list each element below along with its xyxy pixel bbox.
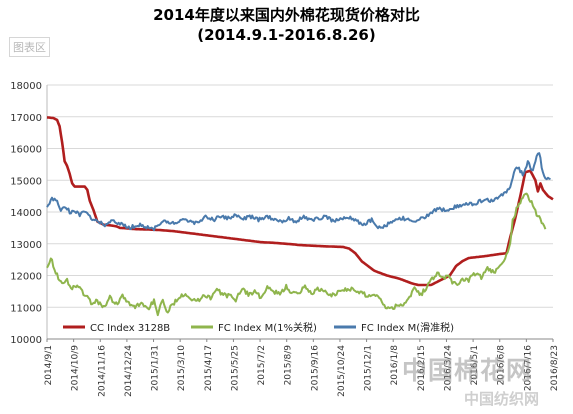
legend-label: CC Index 3128B xyxy=(90,323,170,334)
x-tick-label: 2015/4/17 xyxy=(204,345,214,391)
x-tick-label: 2015/10/24 xyxy=(337,345,347,397)
x-tick-label: 2015/5/25 xyxy=(230,345,240,391)
x-tick-label: 2014/12/24 xyxy=(124,345,134,397)
watermark-badge: 图表区 xyxy=(9,37,50,57)
legend: CC Index 3128B FC Index M(1%关税) FC Index M… xyxy=(63,321,454,334)
x-tick-label: 2015/9/16 xyxy=(310,345,320,391)
watermark-logo: 中国棉花网 xyxy=(402,356,533,385)
chart-subtitle: (2014.9.1-2016.8.26) xyxy=(197,26,376,44)
chart-title: 2014年度以来国内外棉花现货价格对比 xyxy=(153,6,420,24)
legend-label: FC Index M(滑准税) xyxy=(361,321,454,334)
x-tick-label: 2014/10/9 xyxy=(71,345,81,391)
series-lines xyxy=(46,116,554,317)
x-tick-label: 2015/12/1 xyxy=(364,345,374,391)
y-tick-label: 10000 xyxy=(10,335,42,346)
y-tick-label: 17000 xyxy=(10,113,42,124)
y-tick-label: 11000 xyxy=(10,303,42,314)
x-tick-label: 2014/9/1 xyxy=(44,345,54,385)
x-tick-label: 2016/2/15 xyxy=(417,345,427,391)
x-tick-label: 2016/7/16 xyxy=(523,345,533,391)
y-tick-label: 15000 xyxy=(10,176,42,187)
x-tick-label: 2016/1/8 xyxy=(390,345,400,386)
y-tick-label: 14000 xyxy=(10,208,42,219)
series-line-2 xyxy=(46,192,547,317)
x-tick-label: 2016/5/1 xyxy=(470,345,480,385)
x-axis: 2014/9/1 2014/10/9 2014/11/16 2014/12/24 201… xyxy=(44,338,560,397)
y-axis: 10000 11000 12000 13000 14000 15000 16000 17000… xyxy=(10,81,48,346)
x-tick-label: 2016/6/8 xyxy=(497,345,507,386)
watermark-logo-sub: 中国纺织网 xyxy=(464,390,540,408)
y-tick-label: 18000 xyxy=(10,81,42,92)
y-tick-label: 13000 xyxy=(10,240,42,251)
x-tick-label: 2015/3/10 xyxy=(177,345,187,391)
x-tick-label: 2015/7/2 xyxy=(257,345,267,385)
y-tick-label: 12000 xyxy=(10,272,42,283)
x-tick-label: 2014/11/16 xyxy=(97,345,107,397)
y-tick-label: 16000 xyxy=(10,145,42,156)
series-line-1 xyxy=(46,116,554,287)
x-tick-label: 2015/1/31 xyxy=(151,345,161,391)
grid-lines xyxy=(47,84,553,340)
x-tick-label: 2015/8/9 xyxy=(284,345,294,386)
legend-label: FC Index M(1%关税) xyxy=(218,321,317,334)
x-tick-label: 2016/8/23 xyxy=(550,345,560,391)
series-line-3 xyxy=(46,152,551,232)
x-tick-label: 2016/3/24 xyxy=(443,345,453,391)
